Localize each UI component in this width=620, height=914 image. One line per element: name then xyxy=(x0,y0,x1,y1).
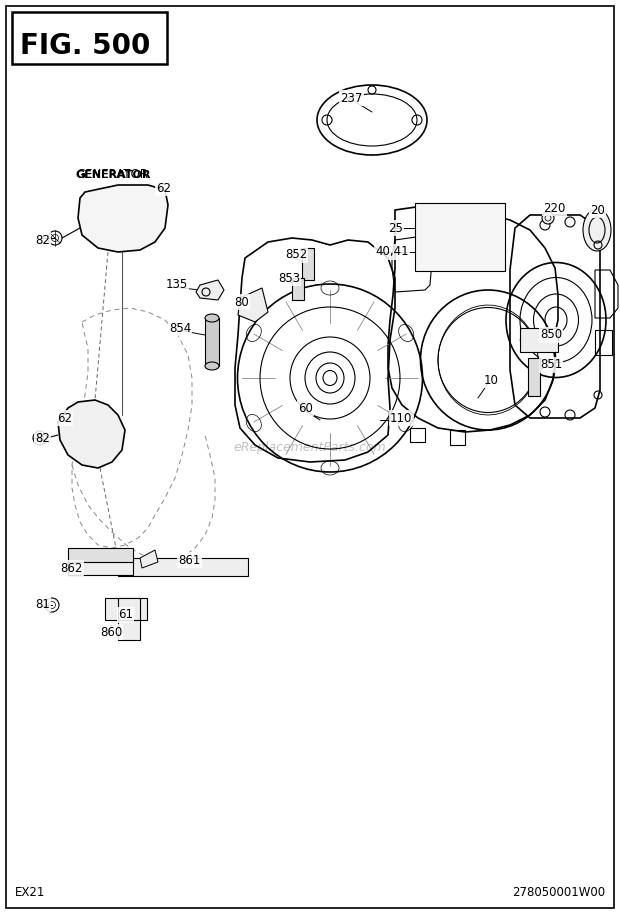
Text: 61: 61 xyxy=(118,609,133,622)
Bar xyxy=(105,598,147,620)
Text: 853: 853 xyxy=(278,271,300,284)
Bar xyxy=(12,12,167,64)
Bar xyxy=(68,560,133,575)
Bar xyxy=(205,318,219,366)
Text: 62: 62 xyxy=(57,411,72,424)
Ellipse shape xyxy=(205,314,219,322)
Text: 854: 854 xyxy=(169,322,191,335)
Text: 135: 135 xyxy=(166,279,188,292)
Text: 81: 81 xyxy=(35,598,50,611)
Bar xyxy=(292,278,304,300)
Bar xyxy=(118,558,248,576)
Polygon shape xyxy=(58,400,125,468)
Text: 860: 860 xyxy=(100,625,122,639)
Text: eReplacementParts.com: eReplacementParts.com xyxy=(234,441,386,454)
Ellipse shape xyxy=(583,209,611,251)
Text: 10: 10 xyxy=(484,374,499,387)
Ellipse shape xyxy=(205,362,219,370)
Text: 110: 110 xyxy=(390,411,412,424)
Text: 82: 82 xyxy=(35,431,50,444)
Text: 25: 25 xyxy=(388,221,403,235)
Text: 40,41: 40,41 xyxy=(375,246,409,259)
Text: 237: 237 xyxy=(340,91,362,104)
Polygon shape xyxy=(140,550,158,568)
Bar xyxy=(68,548,133,562)
Text: 862: 862 xyxy=(60,561,82,575)
Text: 861: 861 xyxy=(178,554,200,567)
Bar xyxy=(415,203,505,271)
Text: FIG. 500: FIG. 500 xyxy=(20,32,151,60)
Bar xyxy=(118,598,140,620)
Text: 62: 62 xyxy=(156,182,171,195)
Text: 850: 850 xyxy=(540,328,562,342)
Polygon shape xyxy=(238,288,268,322)
Polygon shape xyxy=(196,280,224,300)
Text: 20: 20 xyxy=(590,204,605,217)
Text: 80: 80 xyxy=(234,295,249,309)
Text: 851: 851 xyxy=(540,358,562,371)
Text: GENERATOR: GENERATOR xyxy=(76,170,151,180)
Text: 82: 82 xyxy=(35,233,50,247)
Bar xyxy=(528,358,540,396)
Bar xyxy=(118,618,140,640)
Circle shape xyxy=(542,212,554,224)
Text: 220: 220 xyxy=(543,201,565,215)
Text: 278050001W00: 278050001W00 xyxy=(512,886,605,899)
Text: GENERATOR: GENERATOR xyxy=(76,168,148,182)
Text: 60: 60 xyxy=(298,401,313,415)
Text: EX21: EX21 xyxy=(15,886,45,899)
Bar xyxy=(302,248,314,280)
Text: 852: 852 xyxy=(285,249,308,261)
Polygon shape xyxy=(78,185,168,252)
Bar xyxy=(520,328,558,352)
